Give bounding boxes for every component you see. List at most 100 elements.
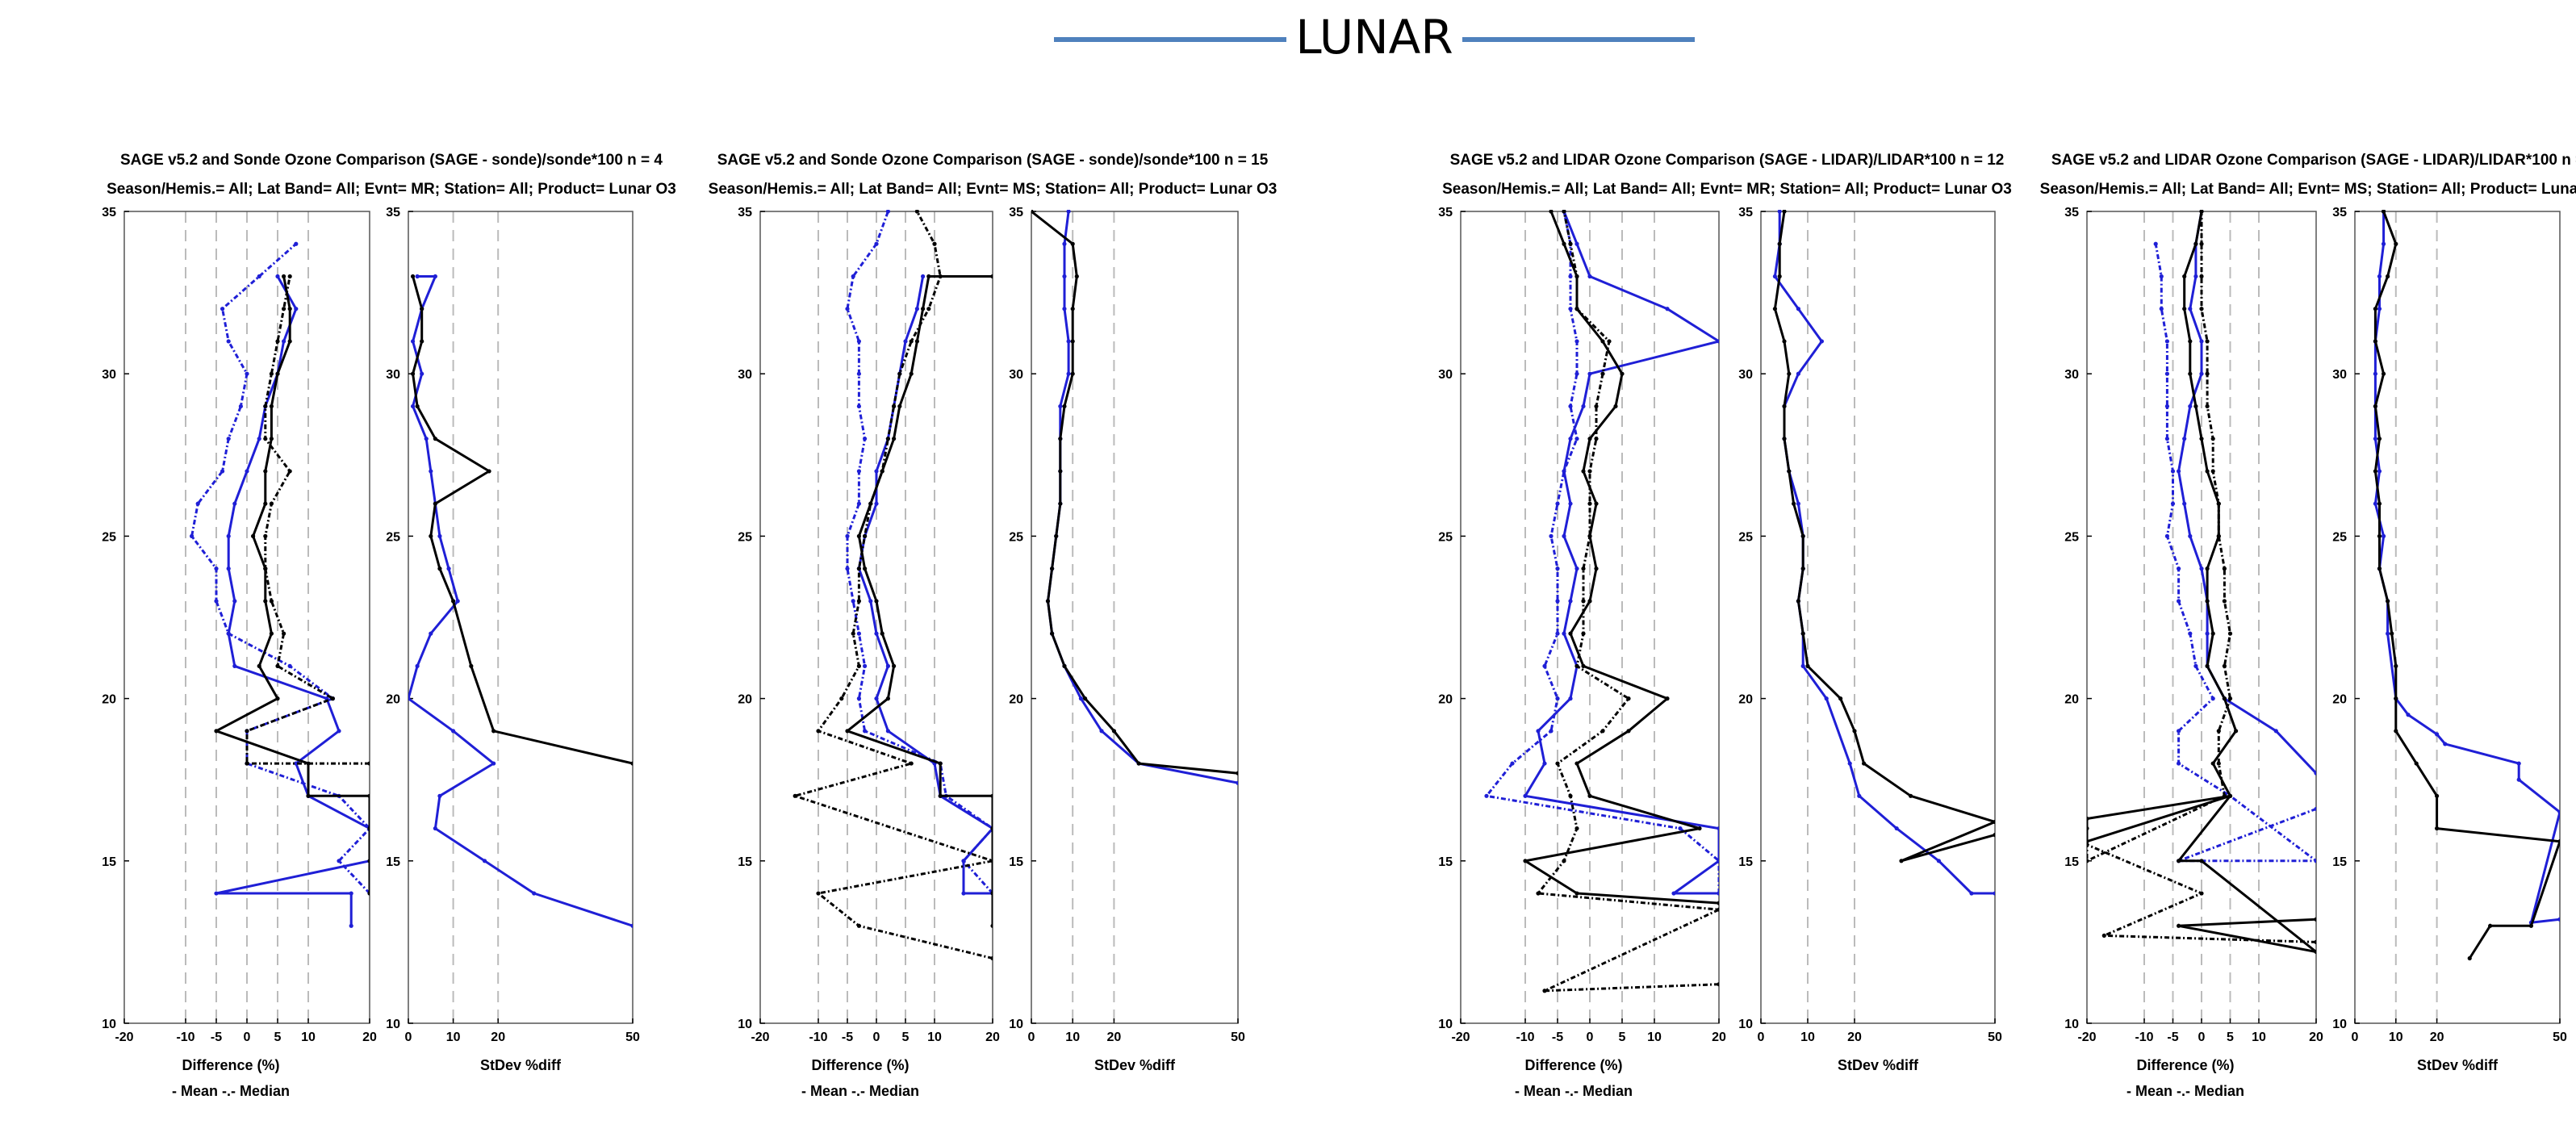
right-series-0-point [2377,469,2382,474]
left-series-3-point [990,955,993,961]
left-series-2-point [2205,599,2210,604]
left-series-3-point [1600,729,1605,734]
left-series-0-point [2205,631,2210,636]
right-y-tick-label: 15 [1009,855,1023,869]
left-series-3-point [1562,210,1566,214]
left-x-tick-label: 20 [1712,1031,1726,1044]
left-x-axis-label: Difference (%) [1524,1057,1622,1073]
left-series-3-point [2205,371,2210,376]
left-x-tick-label: 10 [2252,1031,2266,1044]
right-series-1-point [1054,533,1059,539]
left-series-1-point [1574,437,1579,441]
right-series-1-point [2381,210,2386,214]
left-series-2-point [306,793,311,798]
left-series-3-point [2205,339,2210,344]
left-series-1-point [190,533,194,539]
right-series-1-point [1070,339,1075,344]
right-series-0-point [2406,713,2411,717]
left-series-0-point [874,696,879,701]
left-series-1-point [1568,307,1573,311]
right-series-1-point [1062,403,1067,409]
left-series-3-point [245,729,249,734]
right-series-1-point [2394,696,2398,701]
right-series-0-point [2377,274,2382,279]
left-series-2-point [251,533,256,539]
right-series-1-point [1772,307,1777,311]
left-y-tick-label: 35 [738,206,752,219]
left-series-2-point [1717,901,1719,905]
left-series-0-point [226,566,231,571]
left-series-2-point [1587,599,1592,604]
title-rule-left [1054,37,1286,42]
left-series-1-point [2177,599,2181,604]
left-series-0-point [2199,339,2204,344]
left-series-3-point [2205,403,2210,409]
left-series-0-point [1568,501,1573,506]
right-series-1-point [469,663,474,668]
left-series-2-point [921,307,926,311]
left-series-3-point [263,533,268,539]
left-x-tick-label: -10 [809,1031,827,1044]
right-y-tick-label: 35 [386,206,400,219]
left-series-0-point [2199,566,2204,571]
left-x-tick-label: 20 [362,1031,377,1044]
right-series-1-point [1236,771,1238,776]
left-series-2-point [1581,469,1586,474]
right-series-0-point [451,729,456,734]
left-x-tick-label: 0 [873,1031,880,1044]
right-series-1-point [1050,631,1055,636]
left-series-3-point [909,761,914,766]
left-series-0-point [1568,599,1573,604]
left-series-3-point [282,631,286,636]
left-series-0-point [2273,729,2278,734]
left-series-2-point [1697,826,1702,831]
left-series-1-point [2170,469,2176,474]
right-series-0-point [415,663,420,668]
left-series-2-point [282,274,286,279]
left-series-0-point [337,729,341,734]
right-y-tick-label: 20 [386,693,400,707]
right-series-0-point [2516,761,2521,766]
right-series-1-point [1782,403,1787,409]
left-series-3-point [2199,241,2204,246]
left-series-0-point [1717,339,1719,344]
right-series-0-point [482,859,487,863]
left-series-3-point [2216,501,2221,506]
right-series-0-point [2557,917,2560,922]
left-series-2-point [892,663,897,668]
right-series-1-point [1074,274,1079,279]
chart-subtitle: Season/Hemis.= All; Lat Band= All; Evnt=… [107,181,676,198]
right-series-1-point [630,761,633,766]
right-series-1-point [2373,307,2377,311]
left-series-2-point [863,566,868,571]
left-x-tick-label: -5 [1552,1031,1563,1044]
left-series-2-point [990,826,993,831]
left-y-tick-label: 10 [2064,1018,2079,1031]
right-series-group [1031,210,1238,785]
right-series-0-point [2381,533,2386,539]
left-series-3-point [1587,533,1592,539]
left-series-1-point [2177,729,2181,734]
stdev-panel: 10 15 20 25 30 35 0 10 20 50 StDev %diff [1738,206,2002,1073]
left-series-2-point [287,339,292,344]
chart-4: SAGE v5.2 and LIDAR Ozone Comparison (SA… [2040,152,2576,1099]
left-series-3-point [1581,599,1586,604]
right-series-0-point [1062,307,1067,311]
left-series-0-point [2188,307,2193,311]
left-series-2-point [2193,403,2198,409]
left-series-2-point [845,729,850,734]
left-series-3-point [2222,566,2227,571]
right-series-1-point [1805,663,1810,668]
left-x-tick-label: -20 [751,1031,769,1044]
left-series-2-point [257,663,261,668]
left-series-1-point [2210,696,2215,701]
left-series-3-point [1626,696,1631,701]
right-series-0-point [437,533,442,539]
left-series-0-point [914,307,919,311]
right-series-0-point [1236,780,1238,785]
left-series-1-point [1574,339,1579,344]
right-series-1-point [1782,210,1787,214]
left-series-group [792,210,993,961]
title-rule-right [1462,37,1695,42]
right-series-1-point [433,501,437,506]
